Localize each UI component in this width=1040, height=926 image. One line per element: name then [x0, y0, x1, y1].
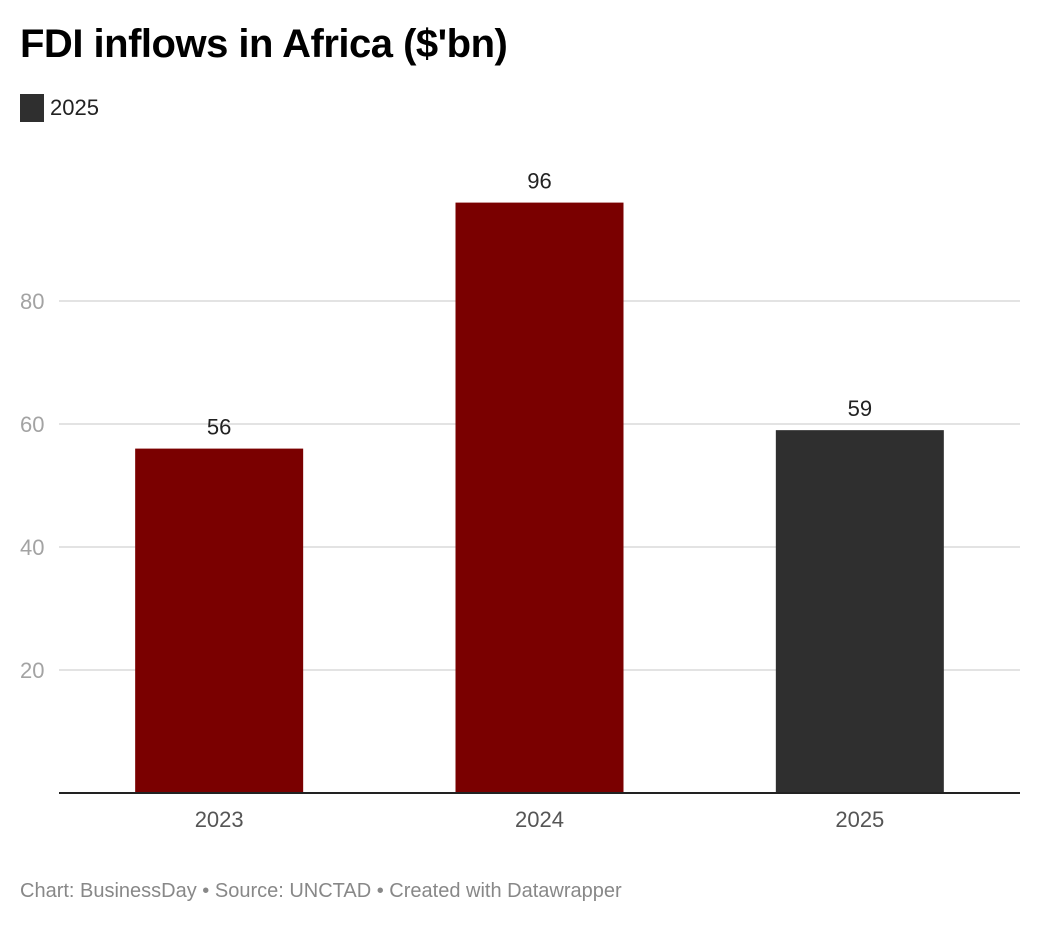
y-tick-label: 60 [20, 412, 44, 437]
x-tick-label: 2023 [195, 807, 244, 832]
bar-2024 [455, 202, 624, 794]
x-tick-label: 2024 [515, 807, 564, 832]
footer-credits: Chart: BusinessDay • Source: UNCTAD • Cr… [20, 880, 622, 902]
legend-swatch [20, 94, 44, 122]
labels: 20 40 60 80 56 2023 96 2024 59 2025 [20, 169, 884, 832]
legend-label: 2025 [50, 95, 99, 120]
value-label: 59 [848, 396, 872, 421]
bar-2025 [775, 430, 944, 793]
chart-title: FDI inflows in Africa ($'bn) [20, 22, 508, 66]
bars [135, 202, 944, 794]
legend: 2025 [20, 94, 99, 122]
value-label: 96 [527, 169, 551, 194]
x-tick-label: 2025 [835, 807, 884, 832]
y-tick-label: 80 [20, 289, 44, 314]
bar-2023 [135, 448, 304, 793]
value-label: 56 [207, 415, 231, 440]
y-tick-label: 20 [20, 658, 44, 683]
y-tick-label: 40 [20, 535, 44, 560]
